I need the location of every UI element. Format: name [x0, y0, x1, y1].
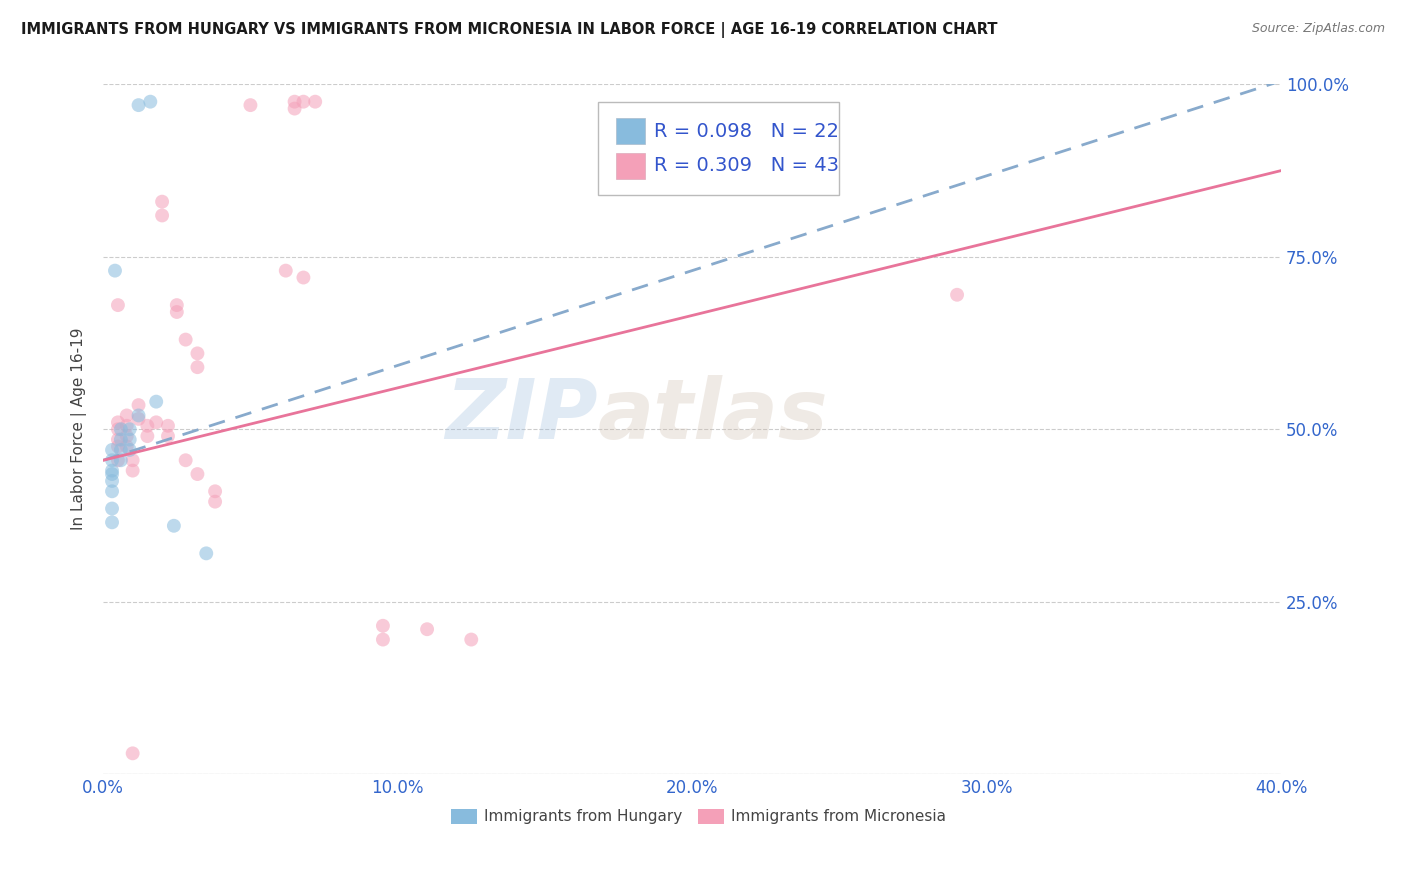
Point — [145, 394, 167, 409]
Point — [128, 398, 150, 412]
Text: IMMIGRANTS FROM HUNGARY VS IMMIGRANTS FROM MICRONESIA IN LABOR FORCE | AGE 16-19: IMMIGRANTS FROM HUNGARY VS IMMIGRANTS FR… — [21, 22, 998, 38]
Text: ZIP: ZIP — [446, 375, 598, 456]
Point — [121, 747, 143, 761]
Point — [128, 98, 150, 112]
Point — [101, 467, 124, 481]
FancyBboxPatch shape — [697, 808, 724, 823]
Point — [101, 484, 124, 499]
Point — [107, 298, 129, 312]
Point — [204, 484, 226, 499]
Point — [110, 433, 132, 447]
Point — [186, 346, 208, 360]
Point — [371, 632, 394, 647]
Point — [150, 194, 173, 209]
Point — [128, 409, 150, 423]
Point — [115, 429, 138, 443]
Point — [371, 619, 394, 633]
Point — [107, 440, 129, 454]
Point — [166, 305, 188, 319]
Point — [110, 422, 132, 436]
Point — [284, 102, 307, 116]
Point — [284, 95, 307, 109]
Point — [156, 418, 179, 433]
Point — [139, 95, 162, 109]
Point — [101, 442, 124, 457]
Y-axis label: In Labor Force | Age 16-19: In Labor Force | Age 16-19 — [72, 328, 87, 531]
Point — [136, 418, 159, 433]
Point — [110, 453, 132, 467]
Point — [166, 298, 188, 312]
Point — [174, 333, 197, 347]
Point — [186, 360, 208, 375]
Point — [204, 494, 226, 508]
Point — [115, 440, 138, 454]
Point — [416, 622, 439, 636]
Point — [292, 95, 315, 109]
Point — [101, 501, 124, 516]
Point — [118, 442, 141, 457]
Point — [946, 287, 969, 301]
Point — [107, 453, 129, 467]
Point — [460, 632, 482, 647]
Point — [186, 467, 208, 481]
Point — [110, 442, 132, 457]
Text: R = 0.098   N = 22: R = 0.098 N = 22 — [654, 122, 839, 141]
Point — [101, 516, 124, 530]
Text: Source: ZipAtlas.com: Source: ZipAtlas.com — [1251, 22, 1385, 36]
Point — [163, 518, 186, 533]
Text: atlas: atlas — [598, 375, 828, 456]
FancyBboxPatch shape — [616, 153, 645, 179]
Point — [104, 263, 127, 277]
Point — [115, 418, 138, 433]
Point — [239, 98, 262, 112]
Point — [101, 464, 124, 478]
Point — [107, 433, 129, 447]
Point — [145, 415, 167, 429]
Point — [174, 453, 197, 467]
Point — [128, 412, 150, 426]
Point — [107, 422, 129, 436]
Point — [150, 209, 173, 223]
Point — [195, 546, 218, 560]
Point — [118, 422, 141, 436]
Point — [136, 429, 159, 443]
Text: Immigrants from Hungary: Immigrants from Hungary — [484, 808, 682, 823]
Point — [101, 474, 124, 488]
Point — [156, 429, 179, 443]
FancyBboxPatch shape — [451, 808, 477, 823]
Point — [274, 263, 297, 277]
Point — [118, 433, 141, 447]
Point — [121, 453, 143, 467]
Point — [107, 415, 129, 429]
Text: Immigrants from Micronesia: Immigrants from Micronesia — [731, 808, 946, 823]
Point — [292, 270, 315, 285]
Text: R = 0.309   N = 43: R = 0.309 N = 43 — [654, 156, 839, 176]
FancyBboxPatch shape — [598, 102, 839, 194]
FancyBboxPatch shape — [616, 119, 645, 145]
Point — [121, 464, 143, 478]
Point — [115, 409, 138, 423]
Point — [101, 453, 124, 467]
Point — [304, 95, 326, 109]
